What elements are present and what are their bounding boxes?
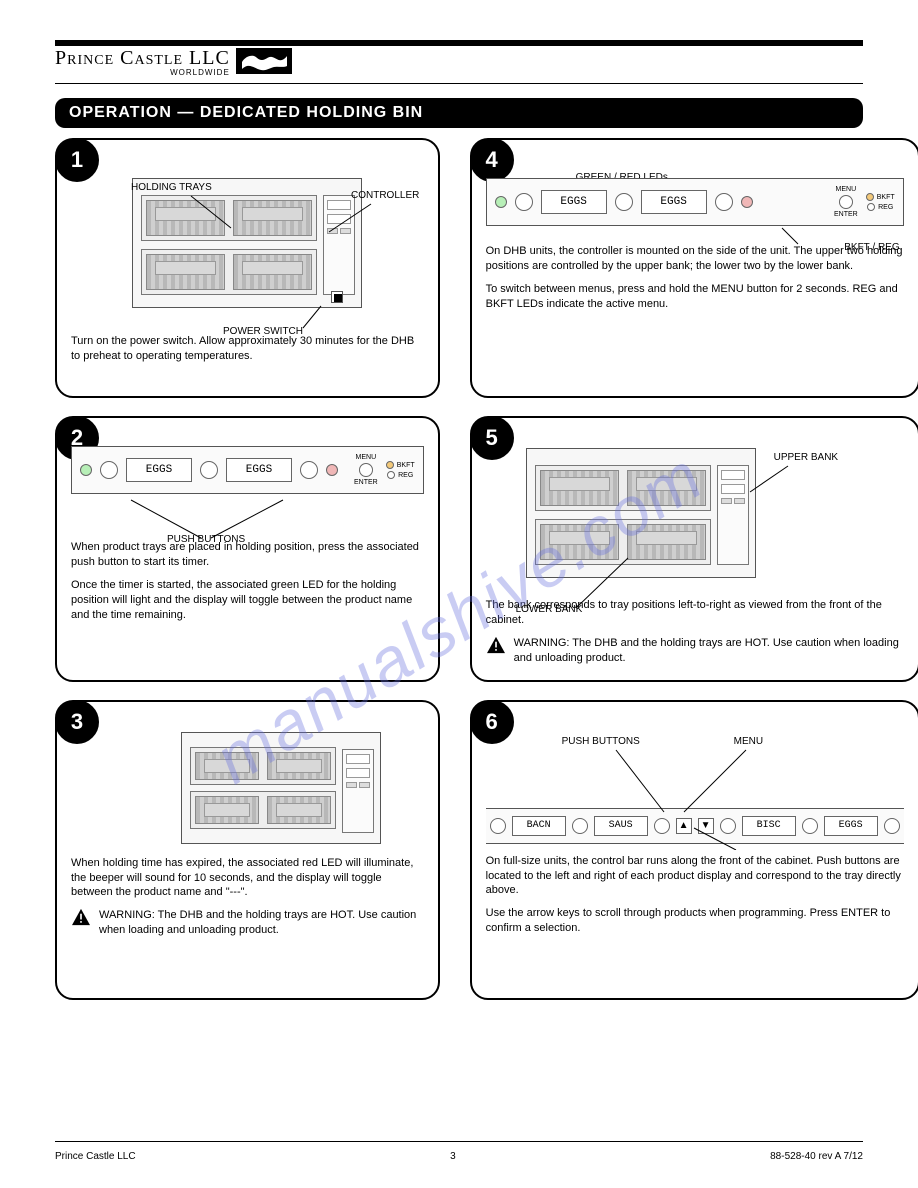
warning-text: WARNING: The DHB and the holding trays a… <box>514 636 904 666</box>
step2-text1: When product trays are placed in holding… <box>71 540 424 570</box>
brand-block: Prince Castle LLC WORLDWIDE <box>55 48 863 77</box>
callout-trays: HOLDING TRAYS <box>131 182 212 193</box>
step2-text2: Once the timer is started, the associate… <box>71 578 424 623</box>
timer-button[interactable] <box>720 818 736 834</box>
step-number: 1 <box>55 138 99 182</box>
step-panel-2: 2 EGGS EGGS MENU ENTER BKFT REG <box>55 416 440 681</box>
bkft-led <box>386 461 394 469</box>
step-panel-4: 4 GREEN / RED LEDs EGGS EGGS MENU <box>470 138 918 398</box>
lcd-display: EGGS <box>641 190 707 214</box>
steps-grid: 1 HOLDING TRAYS CONTROLLER POWER SWITCH … <box>55 138 863 999</box>
step-number: 3 <box>55 700 99 744</box>
header-underline <box>55 83 863 84</box>
header-rule <box>55 40 863 46</box>
page-footer: Prince Castle LLC 3 88-528-40 rev A 7/12 <box>55 1151 863 1162</box>
step6-text1: On full-size units, the control bar runs… <box>486 854 904 899</box>
led-green <box>80 464 92 476</box>
warning-icon <box>71 908 91 926</box>
step1-text: Turn on the power switch. Allow approxim… <box>71 334 424 364</box>
callout-pushbuttons: PUSH BUTTONS <box>562 736 640 747</box>
warning-icon <box>486 636 506 654</box>
lcd-display: EGGS <box>824 816 878 836</box>
callout-controller: CONTROLLER <box>351 190 419 201</box>
timer-button[interactable] <box>515 193 533 211</box>
step6-text2: Use the arrow keys to scroll through pro… <box>486 906 904 936</box>
led-red <box>326 464 338 476</box>
timer-button[interactable] <box>100 461 118 479</box>
step4-text1: On DHB units, the controller is mounted … <box>486 244 904 274</box>
lcd-display: BISC <box>742 816 796 836</box>
cabinet-illustration <box>132 178 362 308</box>
callout-menu: MENU <box>734 736 763 747</box>
callout-power: POWER SWITCH <box>223 326 303 337</box>
warning-note: WARNING: The DHB and the holding trays a… <box>71 908 424 938</box>
timer-button[interactable] <box>300 461 318 479</box>
callout-lower-bank: LOWER BANK <box>516 604 583 615</box>
mode-leds: BKFT REG <box>386 461 415 479</box>
dhb-control-bar: EGGS EGGS MENU ENTER BKFT REG <box>71 446 424 494</box>
bkft-led <box>866 193 874 201</box>
menu-button[interactable] <box>839 195 853 209</box>
step-panel-3: 3 When holding time has expired, the ass… <box>55 700 440 1000</box>
timer-button[interactable] <box>200 461 218 479</box>
warning-text: WARNING: The DHB and the holding trays a… <box>99 908 424 938</box>
reg-led <box>387 471 395 479</box>
lcd-display: SAUS <box>594 816 648 836</box>
led-green <box>495 196 507 208</box>
reg-led <box>867 203 875 211</box>
menu-enter-group: MENU ENTER <box>834 186 858 218</box>
brand-name: Prince Castle LLC <box>55 48 230 69</box>
warning-note: WARNING: The DHB and the holding trays a… <box>486 636 904 666</box>
timer-button[interactable] <box>715 193 733 211</box>
dhb-front-bar: BACN SAUS ▲ ▼ BISC EGGS <box>486 808 904 844</box>
step-panel-1: 1 HOLDING TRAYS CONTROLLER POWER SWITCH … <box>55 138 440 398</box>
callout-upper-bank: UPPER BANK <box>774 452 838 463</box>
timer-button[interactable] <box>490 818 506 834</box>
menu-button[interactable] <box>359 463 373 477</box>
footer-right: 88-528-40 rev A 7/12 <box>770 1151 863 1162</box>
footer-page: 3 <box>450 1151 456 1162</box>
dhb-control-bar: EGGS EGGS MENU ENTER BKFT REG <box>486 178 904 226</box>
cabinet-illustration <box>526 448 756 578</box>
menu-enter-group: MENU ENTER <box>354 454 378 486</box>
step3-text: When holding time has expired, the assoc… <box>71 856 424 901</box>
timer-button[interactable] <box>572 818 588 834</box>
step-panel-6: 6 PUSH BUTTONS MENU BACN SAUS ▲ ▼ BISC <box>470 700 918 1000</box>
arrow-down-button[interactable]: ▼ <box>698 818 714 834</box>
led-red <box>741 196 753 208</box>
section-title: OPERATION — DEDICATED HOLDING BIN <box>55 98 863 128</box>
step-number: 4 <box>470 138 514 182</box>
world-logo <box>236 48 292 74</box>
footer-rule <box>55 1141 863 1142</box>
lcd-display: EGGS <box>541 190 607 214</box>
arrow-up-button[interactable]: ▲ <box>676 818 692 834</box>
lcd-display: EGGS <box>226 458 292 482</box>
lcd-display: EGGS <box>126 458 192 482</box>
callout-pushbuttons: PUSH BUTTONS <box>167 534 245 545</box>
brand-subline: WORLDWIDE <box>55 69 230 77</box>
step4-text2: To switch between menus, press and hold … <box>486 282 904 312</box>
mode-leds: BKFT REG <box>866 193 895 211</box>
timer-button[interactable] <box>615 193 633 211</box>
lcd-display: BACN <box>512 816 566 836</box>
timer-button[interactable] <box>884 818 900 834</box>
cabinet-illustration <box>181 732 381 844</box>
step-panel-5: 5 UPPER BANK LOWER BANK The bank corresp… <box>470 416 918 681</box>
timer-button[interactable] <box>654 818 670 834</box>
timer-button[interactable] <box>802 818 818 834</box>
callout-bkft-reg: BKFT / REG <box>844 242 899 253</box>
footer-left: Prince Castle LLC <box>55 1151 136 1162</box>
